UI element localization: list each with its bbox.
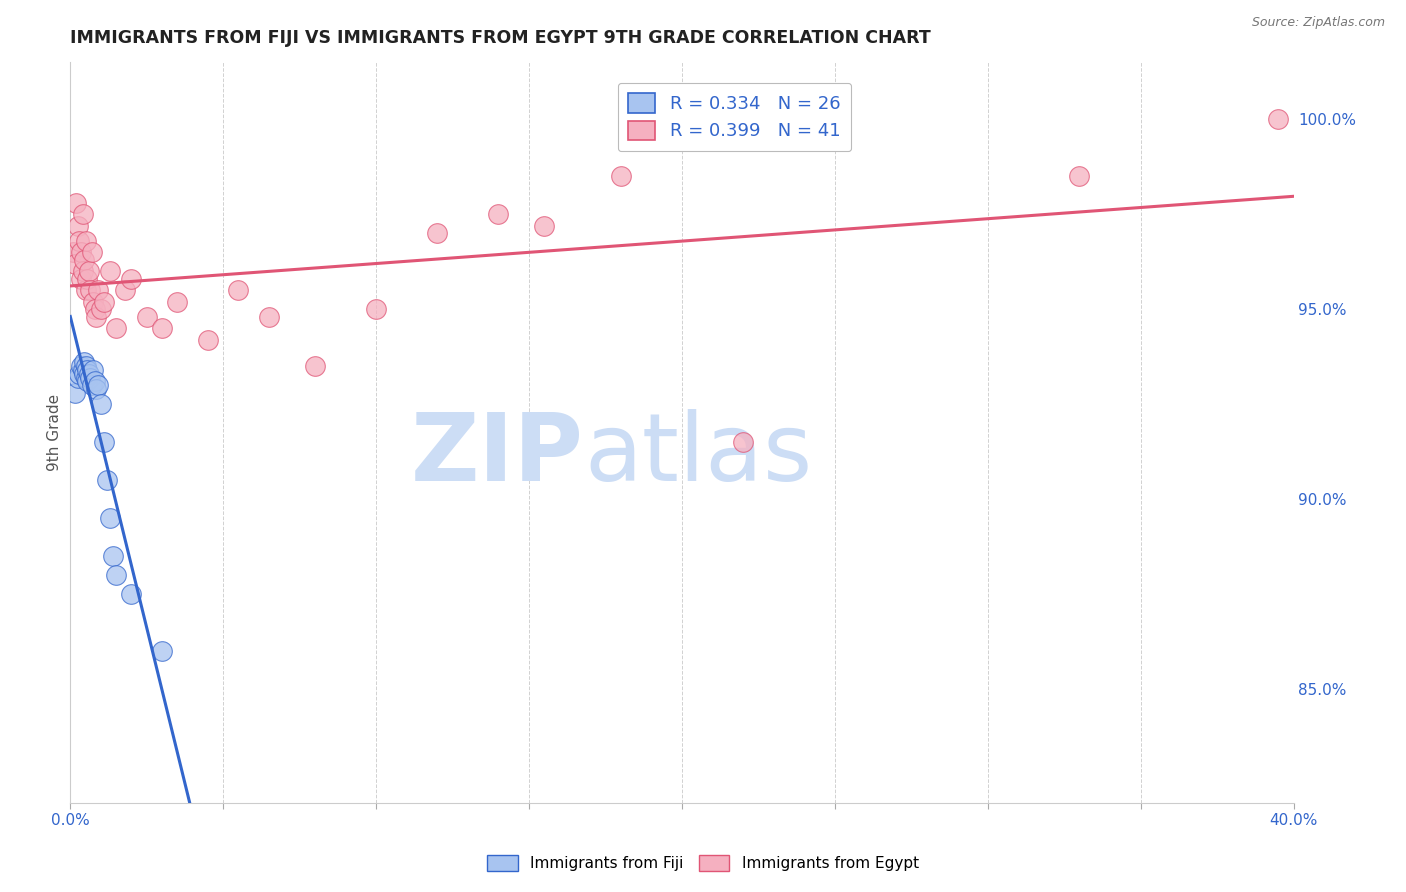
Point xyxy=(77,367,100,381)
Point xyxy=(80,378,103,392)
Point xyxy=(121,587,143,601)
Point xyxy=(70,272,93,286)
Point xyxy=(80,245,103,260)
Point xyxy=(90,302,112,317)
Point xyxy=(197,333,219,347)
Point xyxy=(63,257,86,271)
Point xyxy=(228,283,250,297)
Text: atlas: atlas xyxy=(583,409,813,500)
Point xyxy=(610,169,633,184)
Point xyxy=(77,264,100,278)
Point xyxy=(150,321,173,335)
Point xyxy=(731,435,754,450)
Legend: R = 0.334   N = 26, R = 0.399   N = 41: R = 0.334 N = 26, R = 0.399 N = 41 xyxy=(617,83,852,152)
Point xyxy=(69,234,91,248)
Point xyxy=(166,294,188,309)
Legend: Immigrants from Fiji, Immigrants from Egypt: Immigrants from Fiji, Immigrants from Eg… xyxy=(481,849,925,877)
Text: IMMIGRANTS FROM FIJI VS IMMIGRANTS FROM EGYPT 9TH GRADE CORRELATION CHART: IMMIGRANTS FROM FIJI VS IMMIGRANTS FROM … xyxy=(70,29,931,47)
Point xyxy=(1267,112,1289,127)
Point xyxy=(93,435,115,450)
Y-axis label: 9th Grade: 9th Grade xyxy=(46,394,62,471)
Point xyxy=(98,511,121,525)
Point xyxy=(426,227,449,241)
Point xyxy=(66,370,89,384)
Point xyxy=(76,272,98,286)
Point xyxy=(304,359,326,374)
Point xyxy=(96,473,118,487)
Point xyxy=(75,234,97,248)
Point xyxy=(63,385,86,400)
Point xyxy=(87,378,110,392)
Point xyxy=(93,294,115,309)
Point xyxy=(488,207,510,221)
Point xyxy=(72,207,94,221)
Text: Source: ZipAtlas.com: Source: ZipAtlas.com xyxy=(1251,16,1385,29)
Point xyxy=(90,397,112,411)
Point xyxy=(135,310,157,324)
Point xyxy=(69,367,91,381)
Point xyxy=(72,363,94,377)
Point xyxy=(1069,169,1091,184)
Point xyxy=(76,375,98,389)
Point xyxy=(83,302,105,317)
Point xyxy=(73,252,96,267)
Point xyxy=(70,245,93,260)
Point xyxy=(73,367,96,381)
Point xyxy=(82,363,104,377)
Point xyxy=(82,294,104,309)
Point xyxy=(75,370,97,384)
Point xyxy=(65,195,87,210)
Point xyxy=(84,310,107,324)
Point xyxy=(105,568,128,582)
Point xyxy=(75,283,97,297)
Point xyxy=(72,264,94,278)
Point xyxy=(121,272,143,286)
Point xyxy=(101,549,124,563)
Point xyxy=(70,359,93,374)
Point xyxy=(75,359,97,374)
Text: ZIP: ZIP xyxy=(411,409,583,500)
Point xyxy=(73,355,96,369)
Point xyxy=(114,283,136,297)
Point xyxy=(257,310,280,324)
Point xyxy=(83,375,105,389)
Point xyxy=(66,219,89,233)
Point xyxy=(105,321,128,335)
Point xyxy=(84,382,107,396)
Point xyxy=(79,283,101,297)
Point xyxy=(533,219,555,233)
Point xyxy=(76,363,98,377)
Point xyxy=(87,283,110,297)
Point xyxy=(79,370,101,384)
Point xyxy=(62,245,84,260)
Point xyxy=(150,644,173,658)
Point xyxy=(366,302,388,317)
Point xyxy=(98,264,121,278)
